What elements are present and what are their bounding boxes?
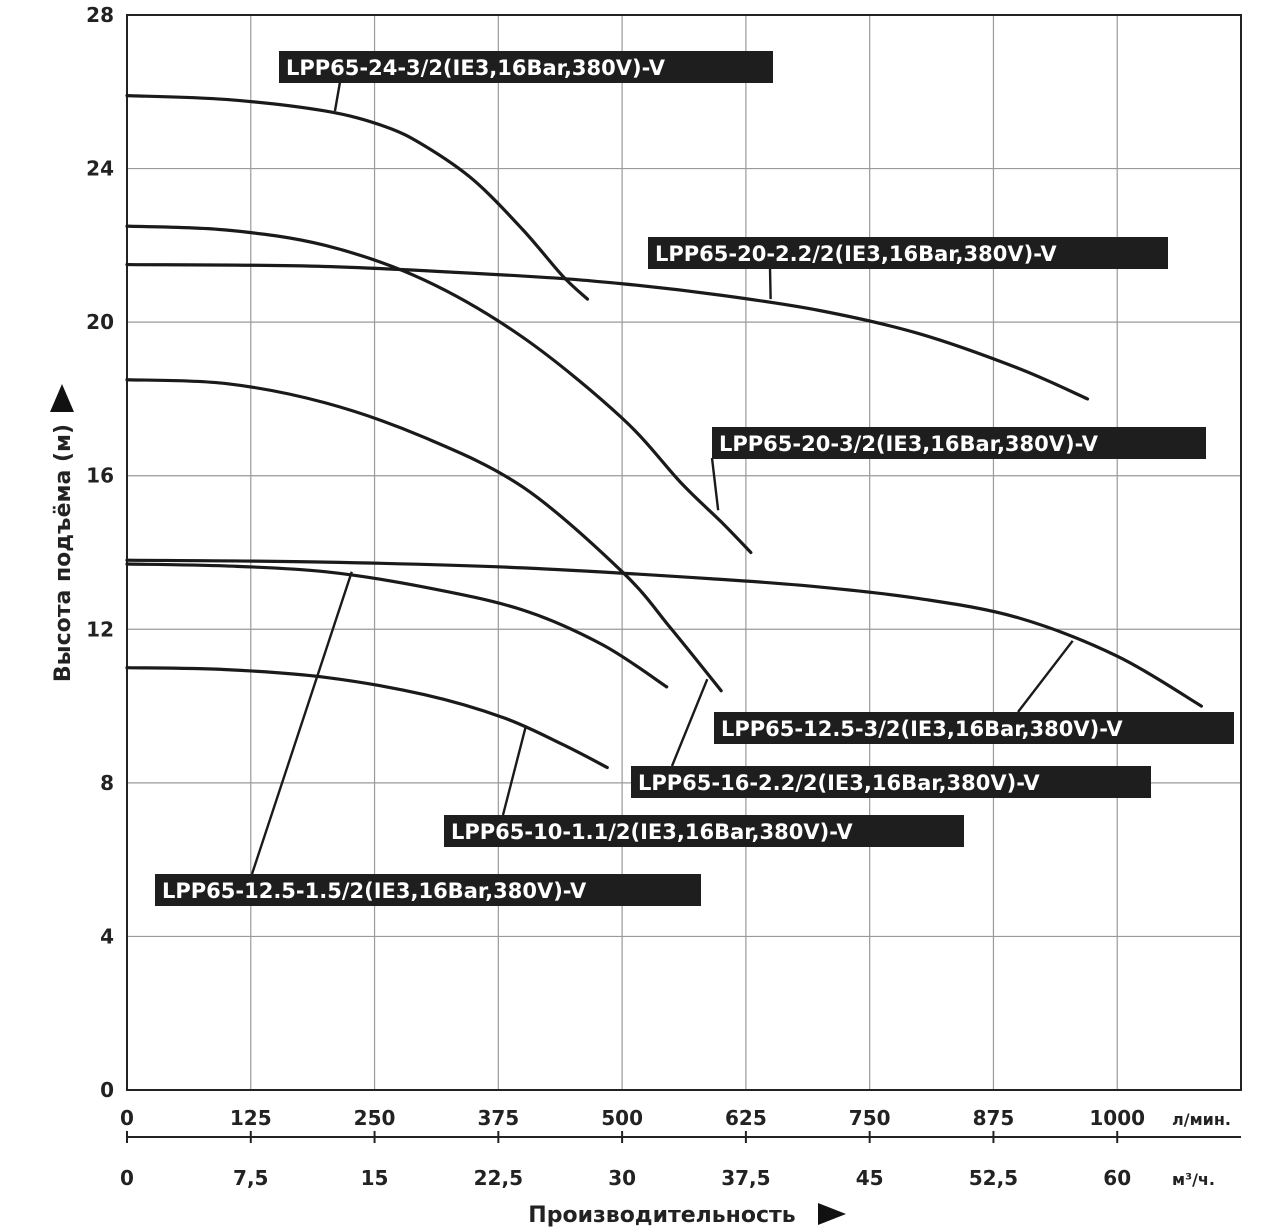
x-tick-label: 875	[973, 1106, 1015, 1130]
series-label-text: LPP65-10-1.1/2(IE3,16Bar,380V)-V	[451, 820, 853, 844]
plot-frame	[126, 14, 1242, 1091]
series-curve-3	[125, 224, 753, 555]
x2-tick-label: 45	[856, 1166, 884, 1190]
series-label-box	[444, 815, 964, 847]
series-label-text: LPP65-16-2.2/2(IE3,16Bar,380V)-V	[638, 771, 1040, 795]
x-tick-label: 750	[849, 1106, 891, 1130]
x-tick-label: 625	[725, 1106, 767, 1130]
y-tick-label: 20	[86, 310, 114, 334]
series-labels: LPP65-24-3/2(IE3,16Bar,380V)-V LPP65-20-2…	[155, 51, 1234, 906]
x2-tick-label: 60	[1103, 1166, 1131, 1190]
x2-tick-label: 30	[608, 1166, 636, 1190]
series-curve-6	[125, 562, 669, 689]
series-curve-2	[125, 262, 1090, 401]
x-axis-label: Производительность	[528, 1203, 795, 1228]
label-leader-line	[250, 571, 353, 875]
axis-ticks: 001257,52501537522,55003062537,575045875…	[86, 3, 1145, 1190]
x2-tick-label: 15	[361, 1166, 389, 1190]
series-label-box	[631, 766, 1151, 798]
x-axis-arrow-icon	[818, 1203, 846, 1225]
series-label-text: LPP65-12.5-1.5/2(IE3,16Bar,380V)-V	[162, 879, 587, 903]
series-curve-1	[125, 94, 590, 301]
x2-tick-label: 22,5	[474, 1166, 523, 1190]
x-tick-label: 1000	[1089, 1106, 1145, 1130]
grid-lines	[127, 15, 1242, 1090]
x2-tick-label: 7,5	[233, 1166, 268, 1190]
y-tick-label: 4	[100, 924, 114, 948]
x-tick-label: 250	[354, 1106, 396, 1130]
y-tick-label: 8	[100, 771, 114, 795]
label-leader-line	[710, 457, 720, 511]
y-tick-label: 28	[86, 3, 114, 27]
series-curve-4	[125, 378, 723, 693]
label-leader-line	[1017, 640, 1074, 713]
series-curve-5	[125, 558, 1203, 708]
x-tick-label: 0	[120, 1106, 134, 1130]
series-label-text: LPP65-24-3/2(IE3,16Bar,380V)-V	[286, 56, 666, 80]
x-unit-primary: л/мин.	[1172, 1110, 1231, 1129]
series-label-text: LPP65-12.5-3/2(IE3,16Bar,380V)-V	[721, 717, 1123, 741]
y-tick-label: 0	[100, 1078, 114, 1102]
series-label-box	[648, 237, 1168, 269]
series-curve-7	[125, 666, 609, 770]
label-leader-line	[670, 678, 709, 767]
y-tick-label: 12	[86, 617, 114, 641]
series-label-box	[712, 427, 1206, 459]
label-leader-line	[333, 81, 342, 112]
series-label-box	[155, 874, 701, 906]
x2-tick-label: 0	[120, 1166, 134, 1190]
y-axis-arrow-icon	[50, 384, 74, 412]
x-tick-label: 500	[601, 1106, 643, 1130]
x2-tick-label: 37,5	[721, 1166, 770, 1190]
series-curves	[125, 94, 1203, 770]
series-label-text: LPP65-20-3/2(IE3,16Bar,380V)-V	[719, 432, 1099, 456]
label-leader-line	[768, 267, 772, 300]
x2-tick-label: 52,5	[969, 1166, 1018, 1190]
y-axis-label: Высота подъёма (м)	[51, 424, 76, 682]
series-label-box	[714, 712, 1234, 744]
label-leader-line	[501, 724, 528, 816]
x-tick-label: 125	[230, 1106, 272, 1130]
x-unit-secondary: м³/ч.	[1172, 1170, 1215, 1189]
y-tick-label: 16	[86, 464, 114, 488]
y-axis-title: Высота подъёма (м)	[51, 424, 76, 682]
x-tick-label: 375	[477, 1106, 519, 1130]
series-label-box	[279, 51, 773, 83]
y-tick-label: 24	[86, 157, 114, 181]
series-label-text: LPP65-20-2.2/2(IE3,16Bar,380V)-V	[655, 242, 1057, 266]
